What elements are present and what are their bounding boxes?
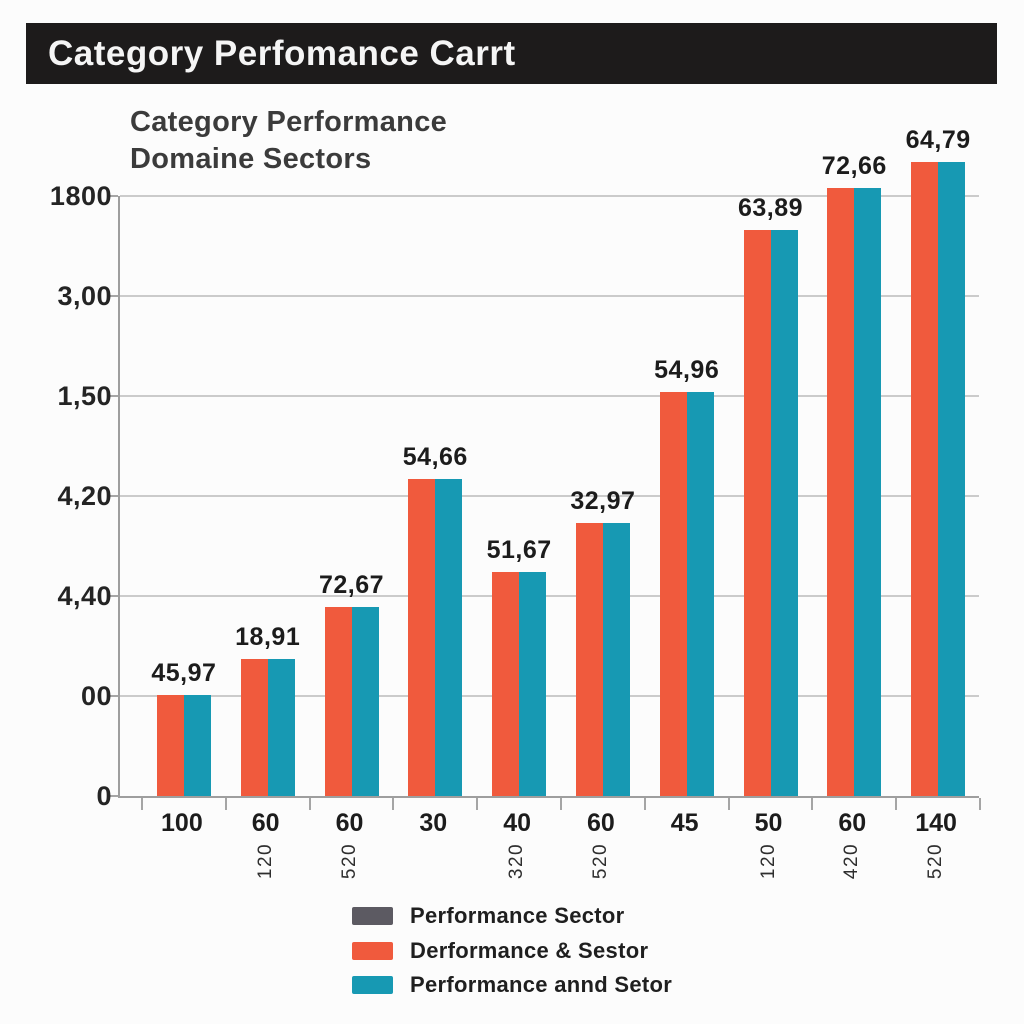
x-axis-label: 60 <box>335 809 364 837</box>
x-axis-label: 140 <box>915 809 957 837</box>
bar-derformance-sestor <box>743 230 771 796</box>
chart-title: Category Performance Domaine Sectors <box>130 104 447 178</box>
bar-value-label: 54,66 <box>402 443 468 471</box>
x-axis-rotated-sublabel: 120 <box>254 842 276 880</box>
bar-derformance-sestor <box>827 188 855 796</box>
x-axis-tick <box>141 798 143 810</box>
y-axis-label: 1,50 <box>57 381 112 411</box>
x-axis-label: 100 <box>161 809 203 837</box>
x-axis-label: 60 <box>586 809 615 837</box>
y-axis-tick <box>107 795 118 797</box>
bar-value-label: 18,91 <box>235 623 301 651</box>
y-axis-label: 4,40 <box>57 581 112 611</box>
x-axis-rotated-sublabel: 520 <box>925 842 947 880</box>
bar-performance-annd-setor <box>519 572 547 796</box>
y-axis-label: 1800 <box>49 181 112 211</box>
x-axis-label: 50 <box>754 809 783 837</box>
y-axis-tick <box>107 695 118 697</box>
chart-title-line2: Domaine Sectors <box>130 143 372 175</box>
bar-performance-annd-setor <box>854 188 882 796</box>
x-axis-tick <box>811 798 814 810</box>
bar-value-label: 54,96 <box>654 356 720 384</box>
bar-derformance-sestor <box>240 659 268 796</box>
y-axis-tick <box>107 195 118 197</box>
x-axis-tick <box>643 798 646 810</box>
bar-performance-annd-setor <box>183 695 211 796</box>
x-axis-rotated-sublabel: 420 <box>841 842 863 880</box>
x-axis-tick <box>308 798 311 810</box>
gridline <box>120 495 979 497</box>
x-axis-tick <box>560 798 562 810</box>
gridline <box>120 295 979 297</box>
bar-derformance-sestor <box>156 695 184 796</box>
x-axis-label: 30 <box>419 809 448 837</box>
bar-derformance-sestor <box>659 392 687 796</box>
gridline <box>120 195 979 197</box>
y-axis-label: 00 <box>80 681 112 711</box>
x-axis-label: 60 <box>838 809 867 837</box>
gridline <box>120 695 979 697</box>
x-axis-rotated-sublabel: 520 <box>589 842 611 880</box>
bar-performance-annd-setor <box>351 607 379 796</box>
bar-value-label: 72,67 <box>318 571 385 599</box>
bar-performance-annd-setor <box>435 479 463 796</box>
x-axis-rotated-sublabel: 120 <box>757 842 779 880</box>
header-title: Category Perfomance Carrt <box>48 33 516 73</box>
x-axis-rotated-sublabel: 320 <box>506 842 528 880</box>
bar-performance-annd-setor <box>602 523 630 796</box>
y-axis-tick <box>107 595 118 597</box>
header-bar: Category Perfomance Carrt <box>26 23 997 84</box>
x-axis-label: 60 <box>251 809 280 837</box>
x-axis-label: 45 <box>670 809 699 837</box>
x-axis-tick <box>895 798 898 810</box>
bar-value-label: 63,89 <box>737 194 804 222</box>
x-axis-label: 40 <box>503 809 531 837</box>
legend-item: Derformance & Sestor <box>352 938 648 964</box>
bar-value-label: 45,97 <box>151 659 217 687</box>
x-axis-tick <box>476 798 479 810</box>
gridline <box>120 395 979 397</box>
bar-value-label: 51,67 <box>486 536 552 564</box>
legend-item-label: Performance Sector <box>410 903 625 928</box>
x-axis-tick <box>727 798 730 810</box>
x-axis-tick <box>224 798 227 810</box>
legend-swatch-icon <box>352 976 393 994</box>
y-axis-tick <box>107 295 118 297</box>
legend-swatch-icon <box>352 907 393 925</box>
bar-value-label: 72,66 <box>821 152 887 180</box>
y-axis-label: 4,20 <box>57 481 112 511</box>
legend-item: Performance annd Setor <box>352 972 672 998</box>
gridline <box>120 595 979 597</box>
x-axis-tick <box>392 798 395 810</box>
legend-item-label: Derformance & Sestor <box>410 937 649 963</box>
bar-derformance-sestor <box>408 479 436 796</box>
x-axis-tick <box>979 798 981 810</box>
y-axis-tick <box>107 495 118 497</box>
bar-value-label: 32,97 <box>570 487 636 515</box>
x-axis-rotated-sublabel: 520 <box>338 842 360 880</box>
y-axis-label: 3,00 <box>57 281 112 311</box>
legend-item-label: Performance annd Setor <box>410 972 673 997</box>
bar-derformance-sestor <box>911 162 939 796</box>
bar-performance-annd-setor <box>770 230 798 796</box>
bar-value-label: 64,79 <box>905 126 971 154</box>
bar-performance-annd-setor <box>686 392 714 796</box>
bar-derformance-sestor <box>492 572 520 796</box>
y-axis-tick <box>107 395 118 397</box>
bar-derformance-sestor <box>324 607 352 796</box>
bar-performance-annd-setor <box>267 659 295 796</box>
legend-item: Performance Sector <box>352 903 625 929</box>
y-axis-label: 0 <box>96 781 112 811</box>
legend-swatch-icon <box>352 941 393 960</box>
bar-performance-annd-setor <box>938 162 966 796</box>
plot-area: 45,97 18,91 72,67 54,66 51,67 32,97 54,96 63,89… <box>107 126 981 810</box>
chart-title-line1: Category Performance <box>130 106 448 138</box>
bar-derformance-sestor <box>575 523 603 796</box>
